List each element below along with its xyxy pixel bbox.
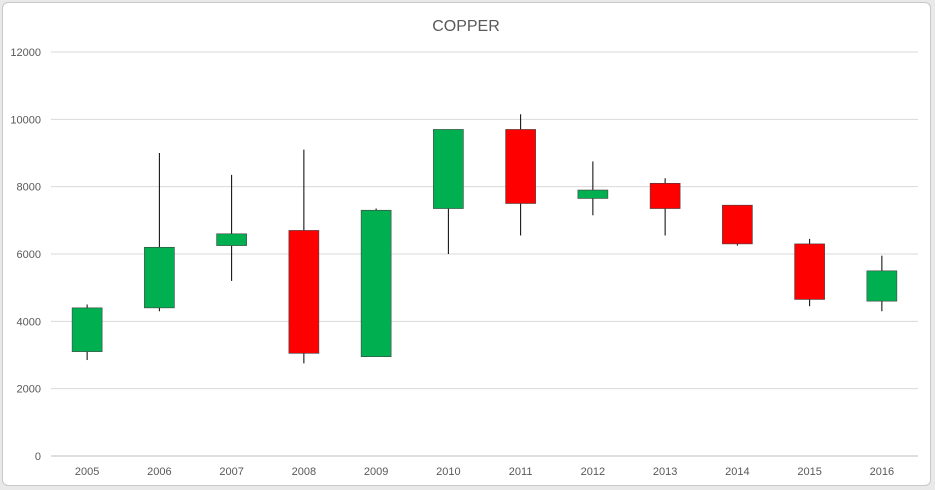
candle-2005: [71, 304, 103, 361]
y-tick-label: 12000: [10, 47, 41, 59]
candle-body: [288, 230, 320, 354]
candle-body: [144, 246, 175, 309]
x-axis-ticks: 2005 2006 2007 2008 2009 2010 2011 2012 2013 2014…: [75, 466, 894, 478]
candles: [71, 114, 898, 364]
candle-2009: [360, 208, 392, 357]
x-tick-label: 2005: [75, 466, 99, 478]
candle-body: [216, 233, 247, 246]
y-tick-label: 8000: [17, 182, 41, 194]
candle-body: [722, 204, 753, 245]
candle-2013: [649, 178, 681, 236]
candle-2015: [794, 238, 825, 307]
x-tick-label: 2010: [436, 466, 460, 478]
candle-2006: [144, 153, 175, 312]
y-tick-label: 10000: [10, 114, 41, 126]
x-tick-label: 2014: [725, 466, 749, 478]
gridlines: [51, 51, 918, 457]
candle-2008: [288, 149, 320, 364]
y-axis-ticks: 0 2000 4000 6000 8000 10000 12000: [10, 47, 41, 463]
candle-body: [577, 189, 609, 199]
y-tick-label: 6000: [17, 249, 41, 261]
x-tick-label: 2011: [509, 466, 533, 478]
candle-2010: [433, 129, 464, 254]
candle-2007: [216, 174, 247, 281]
x-tick-label: 2007: [219, 466, 243, 478]
candle-body: [71, 307, 103, 352]
candle-body: [505, 129, 536, 204]
x-tick-label: 2013: [653, 466, 677, 478]
y-tick-label: 2000: [17, 384, 41, 396]
x-tick-label: 2006: [147, 466, 171, 478]
y-tick-label: 4000: [17, 316, 41, 328]
x-tick-label: 2012: [581, 466, 605, 478]
x-tick-label: 2008: [292, 466, 316, 478]
x-tick-label: 2009: [364, 466, 388, 478]
candle-2011: [505, 114, 536, 236]
candle-2014: [722, 204, 753, 246]
x-tick-label: 2015: [797, 466, 821, 478]
x-tick-label: 2016: [870, 466, 894, 478]
candle-body: [794, 243, 825, 300]
candle-body: [866, 270, 898, 302]
candle-body: [433, 129, 464, 209]
chart-title: COPPER: [432, 18, 500, 35]
candle-2016: [866, 255, 898, 312]
candle-2012: [577, 161, 609, 216]
candle-body: [360, 209, 392, 357]
y-tick-label: 0: [35, 451, 41, 463]
candle-body: [649, 183, 681, 209]
